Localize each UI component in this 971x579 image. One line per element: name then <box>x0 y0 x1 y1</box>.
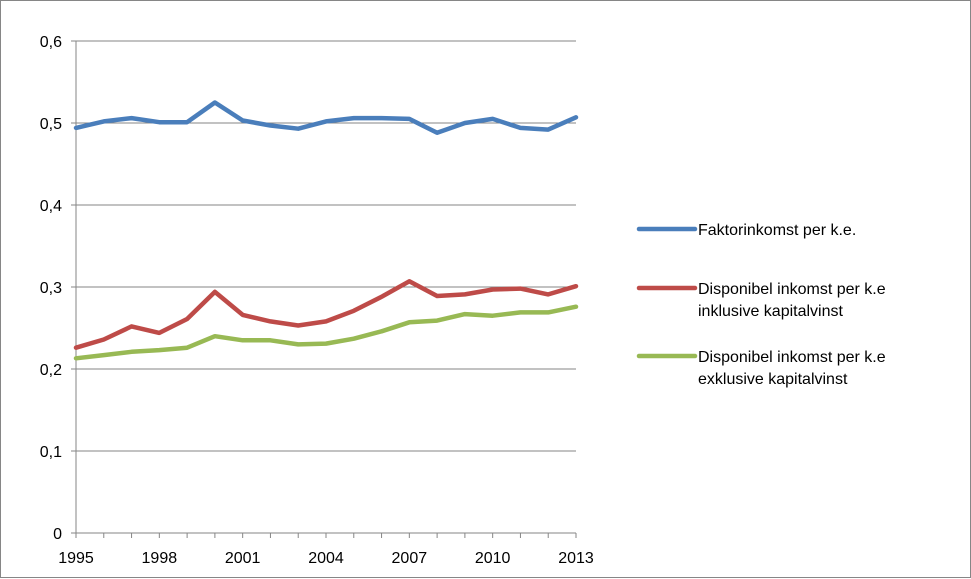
x-tick-label: 2004 <box>308 550 344 567</box>
y-tick-label: 0,6 <box>40 34 62 51</box>
legend-label-1: Faktorinkomst per k.e. <box>698 222 856 239</box>
legend-label-2: inklusive kapitalvinst <box>698 303 844 320</box>
y-tick-label: 0 <box>53 526 62 543</box>
y-axis-tick-labels: 0 0,1 0,2 0,3 0,4 0,5 0,6 <box>40 34 62 543</box>
x-tick-label: 2013 <box>558 550 594 567</box>
y-tick-label: 0,4 <box>40 198 62 215</box>
x-axis-tick-labels: 1995 1998 2001 2004 2007 2010 2013 <box>58 550 594 567</box>
legend: Faktorinkomst per k.e. Disponibel inkomst… <box>636 222 886 388</box>
axes <box>71 40 577 538</box>
x-tick-label: 2007 <box>392 550 428 567</box>
x-tick-label: 1995 <box>58 550 94 567</box>
series-line-2 <box>73 279 579 350</box>
legend-label-2: Disponibel inkomst per k.e <box>698 281 886 298</box>
y-tick-label: 0,3 <box>40 280 62 297</box>
legend-label-3: Disponibel inkomst per k.e <box>698 349 886 366</box>
x-tick-label: 2010 <box>475 550 511 567</box>
series-lines <box>73 100 579 361</box>
y-tick-label: 0,5 <box>40 116 62 133</box>
x-tick-label: 1998 <box>142 550 178 567</box>
grid-lines <box>76 40 576 452</box>
x-tick-label: 2001 <box>225 550 261 567</box>
y-tick-label: 0,1 <box>40 444 62 461</box>
legend-label-3: exklusive kapitalvinst <box>698 371 848 388</box>
y-tick-label: 0,2 <box>40 362 62 379</box>
series-line-1 <box>73 100 579 136</box>
series-line-3 <box>73 304 579 361</box>
